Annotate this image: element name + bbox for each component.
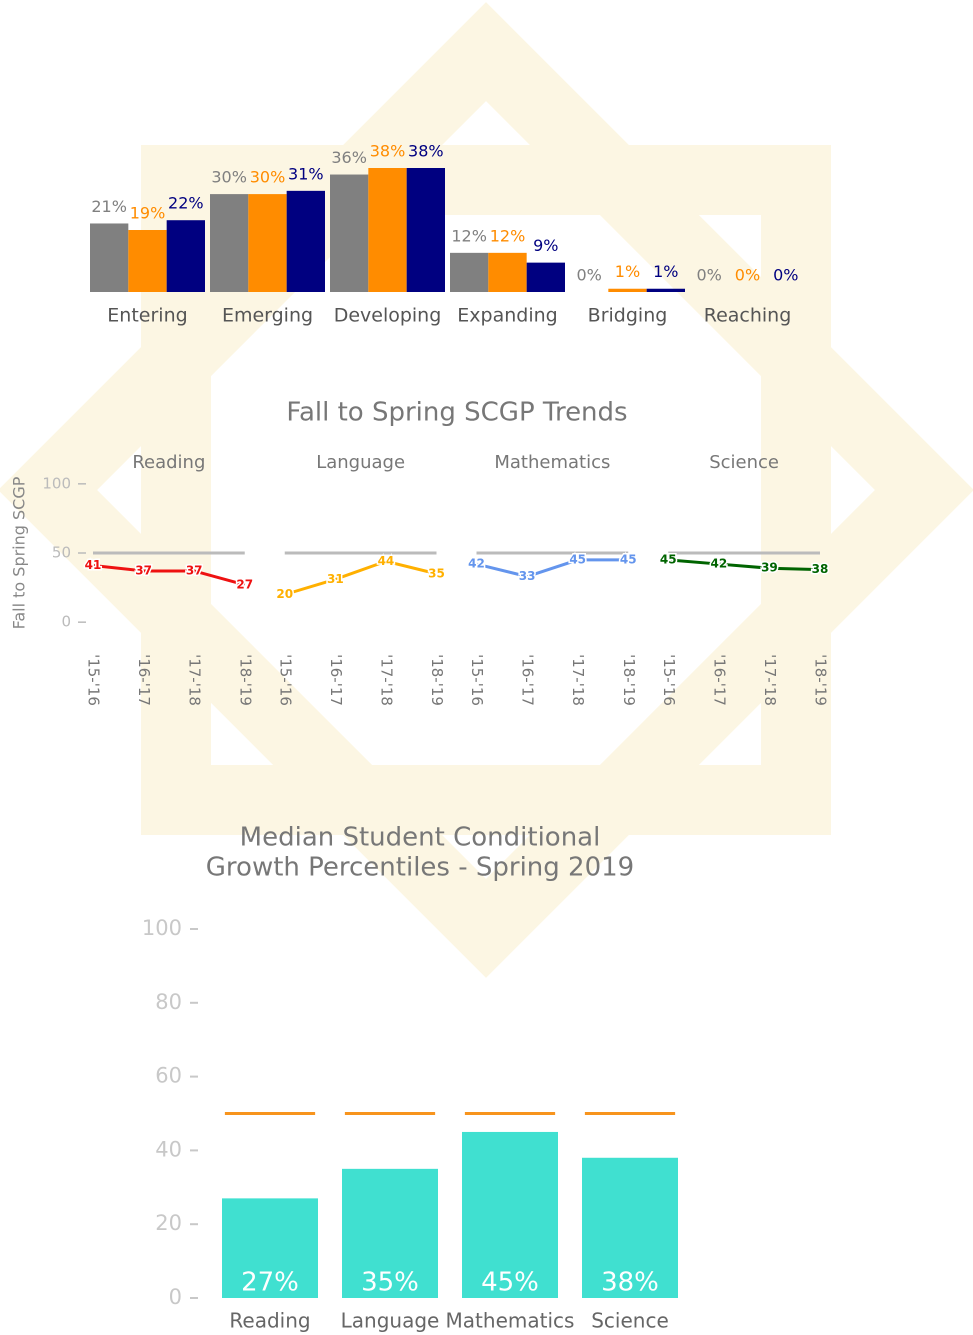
point-label: 27	[236, 577, 253, 591]
point-label: 35	[428, 566, 445, 580]
page: Entering21%19%22%Emerging30%30%31%Develo…	[0, 0, 973, 1335]
bar	[527, 263, 565, 292]
value-label: 1%	[615, 262, 640, 281]
x-tick-label: '18-'19	[236, 654, 254, 706]
chart-title: Median Student Conditional	[240, 823, 601, 853]
point-label: 42	[710, 557, 727, 571]
y-tick-label: 60	[155, 1064, 182, 1088]
x-tick-label: '17-'18	[186, 654, 204, 706]
facet-title: Reading	[132, 452, 205, 473]
bar	[608, 289, 646, 292]
value-label: 0%	[696, 266, 721, 285]
value-label: 0%	[773, 266, 798, 285]
point-label: 38	[812, 562, 829, 576]
x-tick-label: '16-'17	[135, 654, 153, 706]
point-label: 37	[135, 563, 152, 577]
point-label: 44	[378, 554, 395, 568]
x-tick-label: '18-'19	[428, 654, 446, 706]
bar	[167, 220, 205, 292]
value-label: 22%	[168, 194, 204, 213]
value-label: 9%	[533, 236, 558, 255]
value-label: 38%	[408, 142, 444, 161]
y-tick-label: 20	[155, 1211, 182, 1235]
value-label: 30%	[211, 168, 247, 187]
x-tick-label: '15-'16	[660, 654, 678, 706]
value-label: 0%	[576, 266, 601, 285]
y-tick-label: 0	[61, 613, 71, 631]
bar	[488, 253, 526, 292]
value-label: 38%	[601, 1268, 659, 1298]
x-tick-label: Reading	[229, 1309, 310, 1333]
x-tick-label: '15-'16	[276, 654, 294, 706]
x-tick-label: '16-'17	[710, 654, 728, 706]
chart-title: Fall to Spring SCGP Trends	[286, 398, 627, 428]
point-label: 33	[519, 569, 536, 583]
value-label: 38%	[370, 142, 406, 161]
point-label: 39	[761, 561, 778, 575]
y-axis-label: Fall to Spring SCGP	[10, 476, 29, 629]
x-tick-label: '16-'17	[327, 654, 345, 706]
facet-title: Mathematics	[494, 452, 610, 473]
value-label: 45%	[481, 1268, 539, 1298]
bar	[248, 194, 286, 292]
bar	[450, 253, 488, 292]
x-tick-label: Reaching	[704, 305, 792, 327]
value-label: 1%	[653, 262, 678, 281]
bar	[90, 223, 128, 292]
y-tick-label: 100	[142, 916, 182, 940]
point-label: 45	[660, 552, 677, 566]
x-tick-label: Bridging	[588, 305, 668, 327]
bar	[210, 194, 248, 292]
y-tick-label: 100	[42, 474, 71, 492]
value-label: 35%	[361, 1268, 419, 1298]
point-label: 37	[186, 563, 203, 577]
facet-title: Language	[316, 452, 405, 473]
bar	[287, 191, 325, 292]
x-tick-label: '18-'19	[620, 654, 638, 706]
x-tick-label: '17-'18	[377, 654, 395, 706]
value-label: 30%	[250, 168, 286, 187]
point-label: 20	[276, 587, 293, 601]
x-tick-label: Language	[341, 1309, 440, 1333]
x-tick-label: '17-'18	[761, 654, 779, 706]
y-tick-label: 50	[52, 544, 71, 562]
y-tick-label: 80	[155, 990, 182, 1014]
point-label: 45	[569, 552, 586, 566]
point-label: 45	[620, 552, 637, 566]
chart-title: Growth Percentiles - Spring 2019	[206, 853, 634, 883]
value-label: 19%	[130, 204, 166, 223]
bar	[368, 168, 406, 292]
value-label: 12%	[490, 226, 526, 245]
point-label: 41	[85, 558, 102, 572]
x-tick-label: Entering	[107, 305, 187, 327]
point-label: 31	[327, 572, 344, 586]
facet-title: Science	[709, 452, 779, 473]
value-label: 0%	[735, 266, 760, 285]
value-label: 12%	[451, 226, 487, 245]
bar	[407, 168, 445, 292]
x-tick-label: Emerging	[222, 305, 313, 327]
bar	[128, 230, 166, 292]
x-tick-label: '17-'18	[569, 654, 587, 706]
x-tick-label: Developing	[334, 305, 442, 327]
trend-line	[477, 560, 629, 577]
bar	[647, 289, 685, 292]
x-tick-label: Mathematics	[446, 1309, 575, 1333]
value-label: 27%	[241, 1268, 299, 1298]
x-tick-label: '16-'17	[519, 654, 537, 706]
value-label: 21%	[91, 197, 127, 216]
bar	[330, 175, 368, 292]
watermark	[48, 52, 925, 929]
point-label: 42	[468, 557, 485, 571]
x-tick-label: Expanding	[457, 305, 557, 327]
y-tick-label: 0	[169, 1285, 182, 1309]
y-tick-label: 40	[155, 1137, 182, 1161]
x-tick-label: Science	[591, 1309, 669, 1333]
value-label: 31%	[288, 164, 324, 183]
x-tick-label: '15-'16	[468, 654, 486, 706]
x-tick-label: '18-'19	[812, 654, 830, 706]
value-label: 36%	[331, 148, 367, 167]
trend-line	[285, 561, 437, 594]
x-tick-label: '15-'16	[85, 654, 103, 706]
